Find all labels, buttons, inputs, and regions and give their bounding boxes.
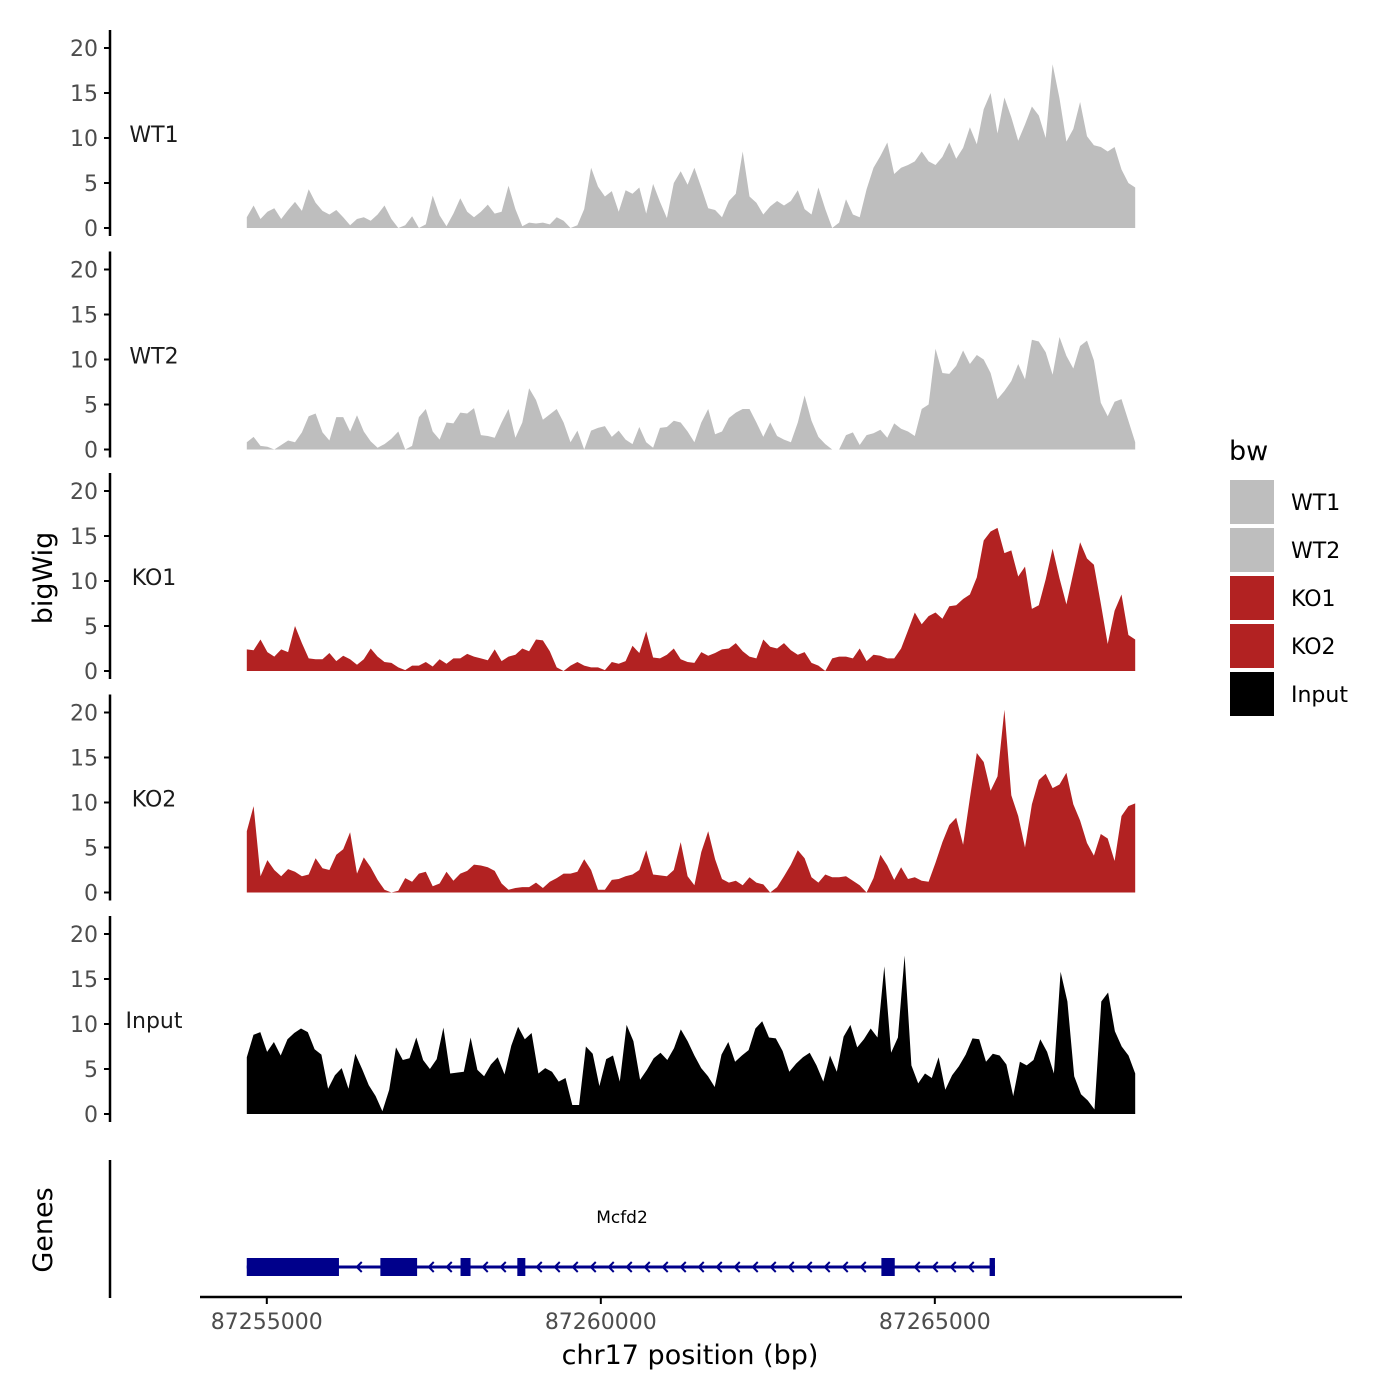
- strand-arrow: [499, 1261, 507, 1273]
- x-axis-title: chr17 position (bp): [562, 1340, 819, 1371]
- strand-arrow: [967, 1261, 975, 1273]
- strand-arrow: [427, 1261, 435, 1273]
- legend-title: bw: [1229, 436, 1268, 467]
- track-label-input: Input: [126, 1009, 183, 1034]
- strand-arrow: [769, 1261, 777, 1273]
- genes-track: Mcfd2: [108, 1160, 995, 1298]
- x-tick-label: 87260000: [545, 1310, 657, 1335]
- y-tick-label: 10: [70, 570, 98, 595]
- panel-ko1: 0 5 10 15 20 KO1: [70, 473, 1136, 685]
- legend-swatch-ko1: [1230, 576, 1274, 620]
- legend-swatch-input: [1230, 672, 1274, 716]
- strand-arrow: [913, 1261, 921, 1273]
- strand-arrow: [679, 1261, 687, 1273]
- legend-label-input: Input: [1291, 683, 1348, 708]
- legend-label-ko1: KO1: [1291, 587, 1336, 612]
- y-tick-label: 5: [84, 394, 98, 419]
- strand-arrow: [787, 1261, 795, 1273]
- gene-exon: [380, 1258, 418, 1276]
- y-tick-label: 10: [70, 1013, 98, 1038]
- x-tick-label: 87255000: [211, 1310, 323, 1335]
- y-axis-title: bigWig: [28, 532, 59, 625]
- y-tick-label: 15: [70, 968, 98, 993]
- track-label-ko2: KO2: [132, 788, 177, 813]
- track-label-wt2: WT2: [129, 345, 178, 370]
- y-tick-label: 0: [84, 660, 98, 685]
- x-tick-label: 87265000: [879, 1310, 991, 1335]
- strand-arrow: [661, 1261, 669, 1273]
- strand-arrow: [625, 1261, 633, 1273]
- y-tick-label: 20: [70, 923, 98, 948]
- genes-track-title: Genes: [28, 1187, 59, 1272]
- panel-wt2: 0 5 10 15 20 WT2: [70, 251, 1136, 464]
- strand-arrow: [823, 1261, 831, 1273]
- strand-arrow: [445, 1261, 453, 1273]
- strand-arrow: [571, 1261, 579, 1273]
- y-tick-label: 5: [84, 1058, 98, 1083]
- y-tick-label: 20: [70, 480, 98, 505]
- strand-arrow: [697, 1261, 705, 1273]
- strand-arrow: [535, 1261, 543, 1273]
- panel-wt1: 0 5 10 15 20 WT1: [70, 30, 1136, 242]
- strand-arrow: [805, 1261, 813, 1273]
- y-tick-label: 0: [84, 217, 98, 242]
- legend-label-wt1: WT1: [1291, 491, 1340, 516]
- y-tick-label: 5: [84, 172, 98, 197]
- strand-arrow: [841, 1261, 849, 1273]
- y-tick-label: 20: [70, 37, 98, 62]
- legend-swatch-wt1: [1230, 480, 1274, 524]
- y-tick-label: 10: [70, 127, 98, 152]
- gene-exon: [246, 1258, 339, 1276]
- gene-name-label: Mcfd2: [596, 1208, 648, 1228]
- x-axis: 87255000 87260000 87265000: [200, 1295, 1182, 1335]
- strand-arrow: [733, 1261, 741, 1273]
- strand-arrow: [949, 1261, 957, 1273]
- y-tick-label: 20: [70, 259, 98, 284]
- gene-exon: [460, 1258, 471, 1276]
- legend: bw WT1 WT2 KO1 KO2 Input: [1229, 436, 1348, 716]
- strand-arrow: [751, 1261, 759, 1273]
- signal-area-ko1: [246, 527, 1136, 671]
- signal-area-input: [246, 955, 1136, 1114]
- strand-arrow: [643, 1261, 651, 1273]
- gene-exon: [881, 1258, 895, 1276]
- strand-arrow: [931, 1261, 939, 1273]
- strand-arrow: [607, 1261, 615, 1273]
- strand-arrow: [481, 1261, 489, 1273]
- strand-arrow: [589, 1261, 597, 1273]
- legend-swatch-ko2: [1230, 624, 1274, 668]
- y-tick-label: 10: [70, 792, 98, 817]
- y-tick-label: 0: [84, 439, 98, 464]
- track-label-wt1: WT1: [129, 123, 178, 148]
- y-tick-label: 5: [84, 837, 98, 862]
- gene-exon: [989, 1258, 995, 1276]
- gene-exon: [517, 1258, 526, 1276]
- panel-input: 0 5 10 15 20 Input: [70, 916, 1136, 1128]
- strand-arrow: [553, 1261, 561, 1273]
- y-tick-label: 5: [84, 615, 98, 640]
- y-tick-label: 10: [70, 349, 98, 374]
- legend-label-wt2: WT2: [1291, 539, 1340, 564]
- y-tick-label: 0: [84, 1103, 98, 1128]
- panel-ko2: 0 5 10 15 20 KO2: [70, 694, 1136, 907]
- signal-area-wt1: [246, 64, 1136, 228]
- signal-area-ko2: [246, 709, 1136, 893]
- y-tick-label: 20: [70, 702, 98, 727]
- y-tick-label: 15: [70, 747, 98, 772]
- y-tick-label: 15: [70, 304, 98, 329]
- y-tick-label: 0: [84, 882, 98, 907]
- strand-arrow: [859, 1261, 867, 1273]
- strand-arrow: [355, 1261, 363, 1273]
- strand-arrow: [715, 1261, 723, 1273]
- y-tick-label: 15: [70, 82, 98, 107]
- bigwig-panels: 0 5 10 15 20 WT1 0 5 10 15 20 WT2 0 5 10 15 20 KO1 0 5 10 15 2…: [70, 30, 1136, 1128]
- legend-label-ko2: KO2: [1291, 635, 1336, 660]
- y-tick-label: 15: [70, 525, 98, 550]
- track-label-ko1: KO1: [132, 566, 177, 591]
- legend-swatch-wt2: [1230, 528, 1274, 572]
- signal-area-wt2: [246, 337, 1136, 450]
